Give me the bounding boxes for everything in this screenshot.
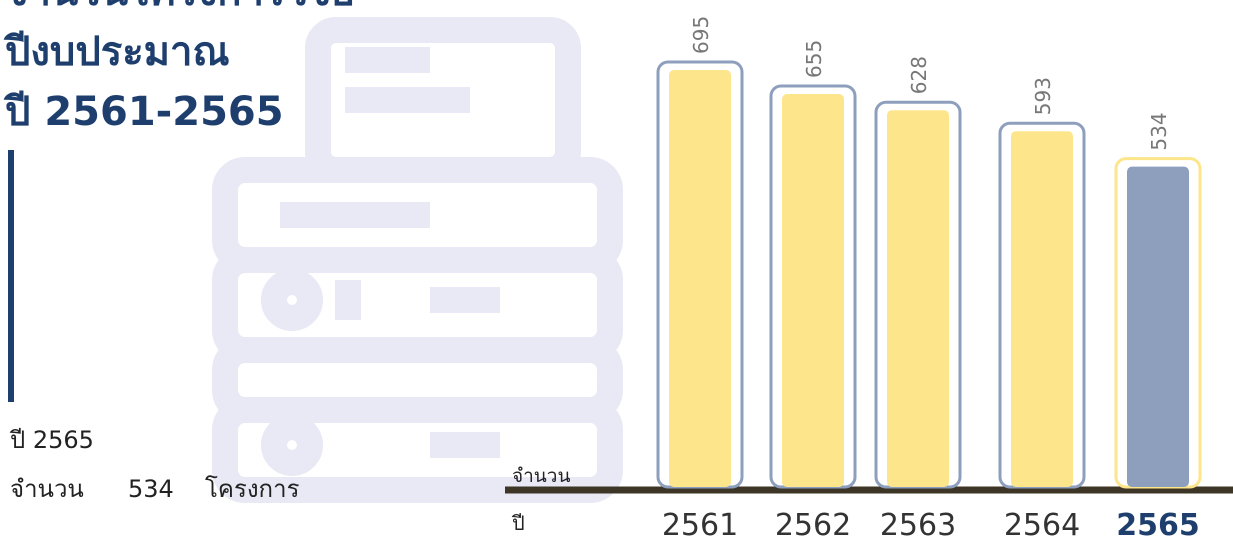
chart: จำนวนโครงการวิจัย ปีงบประมาณ ปี 2561-256… [0,0,1233,538]
y-axis-label: จำนวน [512,465,570,487]
summary-unit: โครงการ [205,475,300,503]
value-label: 628 [907,56,931,94]
bar [1127,167,1189,487]
bar [669,70,731,487]
value-label: 655 [802,40,826,78]
summary-count-value: 534 [128,475,174,503]
summary-year: ปี 2565 [9,426,94,454]
x-tick-label: 2565 [1116,508,1200,538]
bar [1011,131,1073,487]
chart-subtitle: ปีงบประมาณ [3,29,229,75]
x-tick-label: 2563 [880,508,956,538]
value-label: 593 [1031,77,1055,115]
value-label: 534 [1147,112,1171,150]
accent-bar [8,150,14,402]
summary-count-label: จำนวน [10,475,84,503]
bar [782,94,844,487]
x-tick-label: 2561 [662,508,738,538]
x-tick-label: 2564 [1004,508,1080,538]
summary-year-label: ปี [9,426,25,454]
chart-title: จำนวนโครงการวิจัย [5,0,355,15]
chart-period: ปี 2561-2565 [3,89,283,135]
summary-year-value: 2565 [33,426,94,454]
summary-count: จำนวน 534 โครงการ [10,475,300,503]
x-tick-label: 2562 [775,508,851,538]
x-axis-label: ปี [512,511,525,535]
bar [887,110,949,487]
value-label: 695 [689,16,713,54]
